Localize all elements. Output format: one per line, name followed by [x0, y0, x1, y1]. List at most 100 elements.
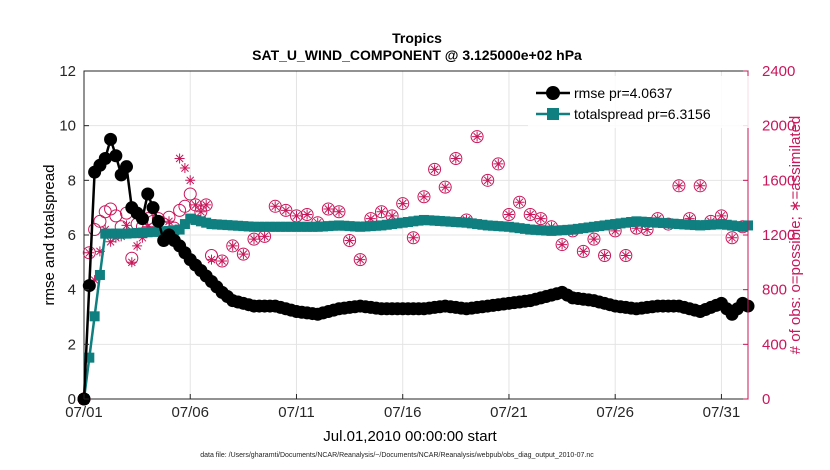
assimilated-obs-marker: [620, 250, 631, 261]
y-left-tick-label: 12: [59, 63, 76, 80]
totalspread-marker: [318, 221, 329, 232]
assimilated-obs-marker: [280, 205, 291, 216]
assimilated-obs-marker: [376, 206, 387, 217]
assimilated-obs-marker: [201, 199, 212, 210]
assimilated-obs-marker: [440, 182, 451, 193]
totalspread-marker: [148, 226, 159, 237]
possible-obs-marker: [513, 195, 527, 209]
possible-obs-marker: [534, 212, 548, 226]
totalspread-marker: [211, 219, 222, 230]
totalspread-marker: [100, 228, 111, 239]
totalspread-marker: [615, 218, 626, 229]
totalspread-marker: [126, 228, 137, 239]
totalspread-marker: [296, 221, 307, 232]
totalspread-marker: [642, 217, 653, 228]
totalspread-marker: [217, 219, 228, 230]
assimilated-obs-marker: [142, 221, 153, 232]
totalspread-marker: [259, 221, 270, 232]
totalspread-marker: [270, 221, 281, 232]
totalspread-marker: [254, 221, 265, 232]
totalspread-marker: [647, 217, 658, 228]
rmse-marker: [119, 160, 133, 174]
possible-obs-marker: [417, 190, 431, 204]
x-tick-label: 07/01: [65, 404, 103, 421]
totalspread-marker: [349, 221, 360, 232]
assimilated-obs-marker: [472, 131, 483, 142]
assimilated-obs-marker: [344, 235, 355, 246]
totalspread-marker: [169, 225, 180, 236]
totalspread-marker: [418, 214, 429, 225]
totalspread-marker: [503, 221, 514, 232]
totalspread-marker: [392, 218, 403, 229]
possible-obs-marker: [178, 199, 192, 213]
x-tick-label: 07/16: [384, 404, 422, 421]
assimilated-obs-marker: [126, 257, 137, 268]
assimilated-obs-marker: [137, 232, 148, 243]
possible-obs-marker: [576, 244, 590, 258]
totalspread-marker: [535, 225, 546, 236]
totalspread-marker: [663, 218, 674, 229]
totalspread-marker: [737, 221, 748, 232]
possible-obs-marker: [587, 232, 601, 246]
assimilated-obs-marker: [727, 232, 738, 243]
rmse-line: [82, 134, 749, 400]
assimilated-obs-marker: [482, 175, 493, 186]
x-axis-label: Jul.01,2010 00:00:00 start: [323, 428, 497, 445]
assimilated-obs-marker: [504, 209, 514, 220]
totalspread-marker: [413, 215, 424, 226]
totalspread-marker: [673, 219, 684, 230]
y-right-tick-label: 1600: [762, 172, 795, 189]
assimilated-obs-marker: [450, 153, 461, 164]
totalspread-marker: [456, 217, 467, 228]
assimilated-obs-marker: [387, 210, 398, 221]
totalspread-marker: [360, 221, 371, 232]
rmse-marker: [146, 201, 160, 215]
possible-obs-marker: [491, 157, 505, 171]
totalspread-marker: [339, 220, 350, 231]
y-axis-left-label: rmse and totalspread: [41, 165, 58, 306]
totalspread-marker: [450, 217, 461, 228]
totalspread-marker: [89, 311, 100, 322]
totalspread-marker: [636, 216, 647, 227]
assimilated-obs-marker: [302, 209, 313, 220]
totalspread-marker: [206, 219, 217, 230]
totalspread-marker: [668, 218, 679, 229]
totalspread-marker: [286, 221, 297, 232]
totalspread-marker: [482, 220, 493, 231]
possible-obs-marker: [598, 249, 612, 262]
totalspread-marker: [546, 225, 557, 236]
totalspread-marker: [185, 213, 196, 224]
totalspread-marker: [323, 221, 334, 232]
legend-spread-marker: [547, 108, 559, 120]
assimilated-obs-marker: [599, 250, 610, 261]
totalspread-marker: [732, 221, 743, 232]
totalspread-marker: [477, 219, 488, 230]
possible-obs-marker: [226, 239, 240, 253]
totalspread-marker: [387, 219, 398, 230]
assimilated-obs-marker: [84, 247, 95, 258]
rmse-marker: [135, 212, 149, 226]
y-right-tick-label: 400: [762, 336, 787, 353]
totalspread-marker: [557, 225, 568, 236]
rmse-marker: [98, 151, 112, 165]
totalspread-marker: [519, 223, 530, 234]
rmse-marker: [141, 187, 155, 201]
x-tick-label: 07/11: [278, 404, 314, 421]
possible-obs-marker: [693, 179, 707, 193]
assimilated-obs-marker: [259, 231, 270, 242]
totalspread-marker: [610, 219, 621, 230]
y-right-tick-label: 800: [762, 282, 787, 299]
rmse-series: [77, 132, 755, 406]
x-tick-label: 07/26: [596, 404, 634, 421]
totalspread-marker: [652, 217, 663, 228]
assimilated-obs-marker: [164, 216, 174, 227]
y-left-tick-label: 2: [68, 336, 76, 353]
totalspread-marker: [302, 221, 313, 232]
legend-rmse-label: rmse pr=4.0637: [574, 85, 673, 101]
totalspread-marker: [248, 221, 259, 232]
totalspread-marker: [84, 352, 95, 363]
y-right-tick-label: 2400: [762, 63, 795, 80]
assimilated-obs-marker: [535, 213, 546, 224]
assimilated-obs-marker: [397, 198, 408, 209]
